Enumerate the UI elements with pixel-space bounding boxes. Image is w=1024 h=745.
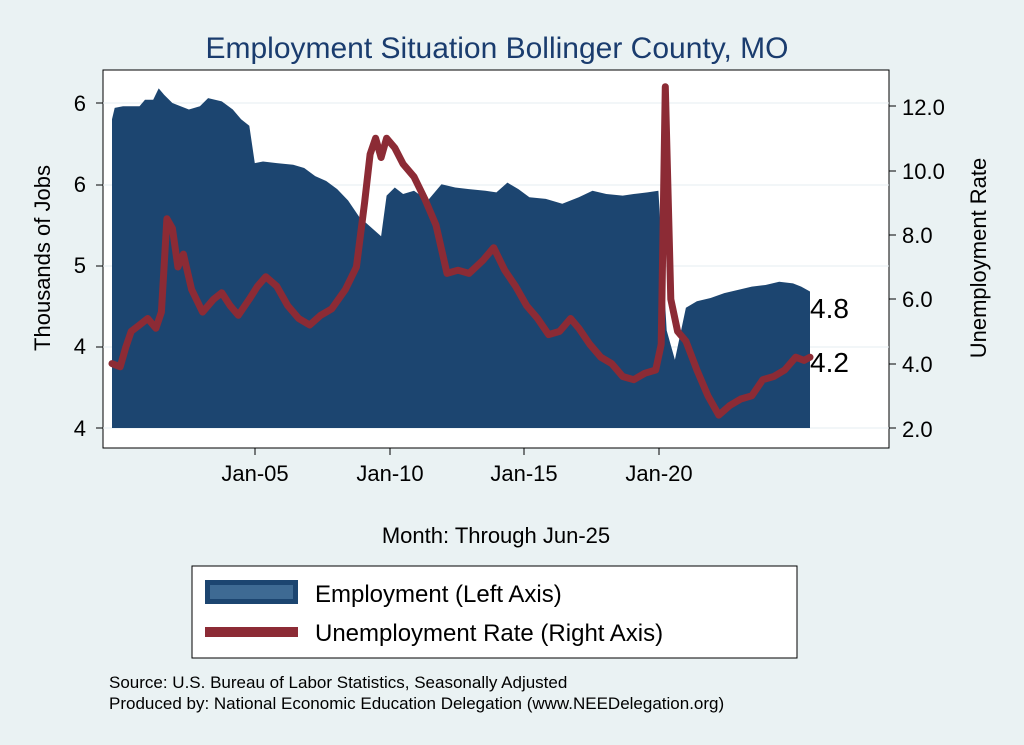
right-axis: 2.0 4.0 6.0 8.0 10.0 12.0 bbox=[889, 95, 945, 442]
employment-area-layer bbox=[112, 88, 810, 429]
x-tick-label: Jan-15 bbox=[490, 461, 557, 486]
x-tick-label: Jan-10 bbox=[356, 461, 423, 486]
x-axis: Jan-05 Jan-10 Jan-15 Jan-20 bbox=[221, 448, 693, 486]
y-right-tick-label: 2.0 bbox=[902, 417, 933, 442]
producer-note: Produced by: National Economic Education… bbox=[109, 694, 724, 713]
left-tick-marks bbox=[96, 102, 103, 429]
employment-area bbox=[112, 88, 810, 429]
y-right-tick-label: 12.0 bbox=[902, 95, 945, 120]
legend-label-unemployment: Unemployment Rate (Right Axis) bbox=[315, 620, 663, 647]
x-tick-label: Jan-05 bbox=[221, 461, 288, 486]
legend-label-employment: Employment (Left Axis) bbox=[315, 581, 562, 608]
unemployment-line-layer bbox=[108, 83, 814, 419]
y-right-tick-label: 4.0 bbox=[902, 352, 933, 377]
unemployment-line bbox=[108, 83, 814, 419]
source-note: Source: U.S. Bureau of Labor Statistics,… bbox=[109, 673, 567, 692]
right-tick-marks bbox=[889, 105, 896, 429]
y-left-tick-label: 5 bbox=[74, 253, 86, 278]
unemployment-end-label: 4.2 bbox=[810, 347, 849, 378]
y-right-axis-title: Unemployment Rate bbox=[966, 158, 991, 359]
y-left-tick-label: 6 bbox=[74, 91, 86, 116]
x-tick-marks bbox=[254, 448, 660, 455]
x-tick-label: Jan-20 bbox=[625, 461, 692, 486]
left-axis: 4 4 5 6 6 bbox=[74, 91, 103, 441]
y-left-tick-label: 6 bbox=[74, 172, 86, 197]
chart-title: Employment Situation Bollinger County, M… bbox=[205, 32, 788, 65]
legend: Employment (Left Axis) Unemployment Rate… bbox=[191, 565, 798, 659]
y-left-tick-label: 4 bbox=[74, 334, 86, 359]
legend-swatch-employment-inner bbox=[210, 585, 293, 599]
x-axis-title: Month: Through Jun-25 bbox=[382, 523, 610, 548]
y-right-tick-label: 10.0 bbox=[902, 159, 945, 184]
y-left-tick-label: 4 bbox=[74, 416, 86, 441]
y-right-tick-label: 6.0 bbox=[902, 287, 933, 312]
y-left-axis-title: Thousands of Jobs bbox=[30, 165, 55, 351]
employment-end-label: 4.8 bbox=[810, 293, 849, 324]
y-right-tick-label: 8.0 bbox=[902, 223, 933, 248]
